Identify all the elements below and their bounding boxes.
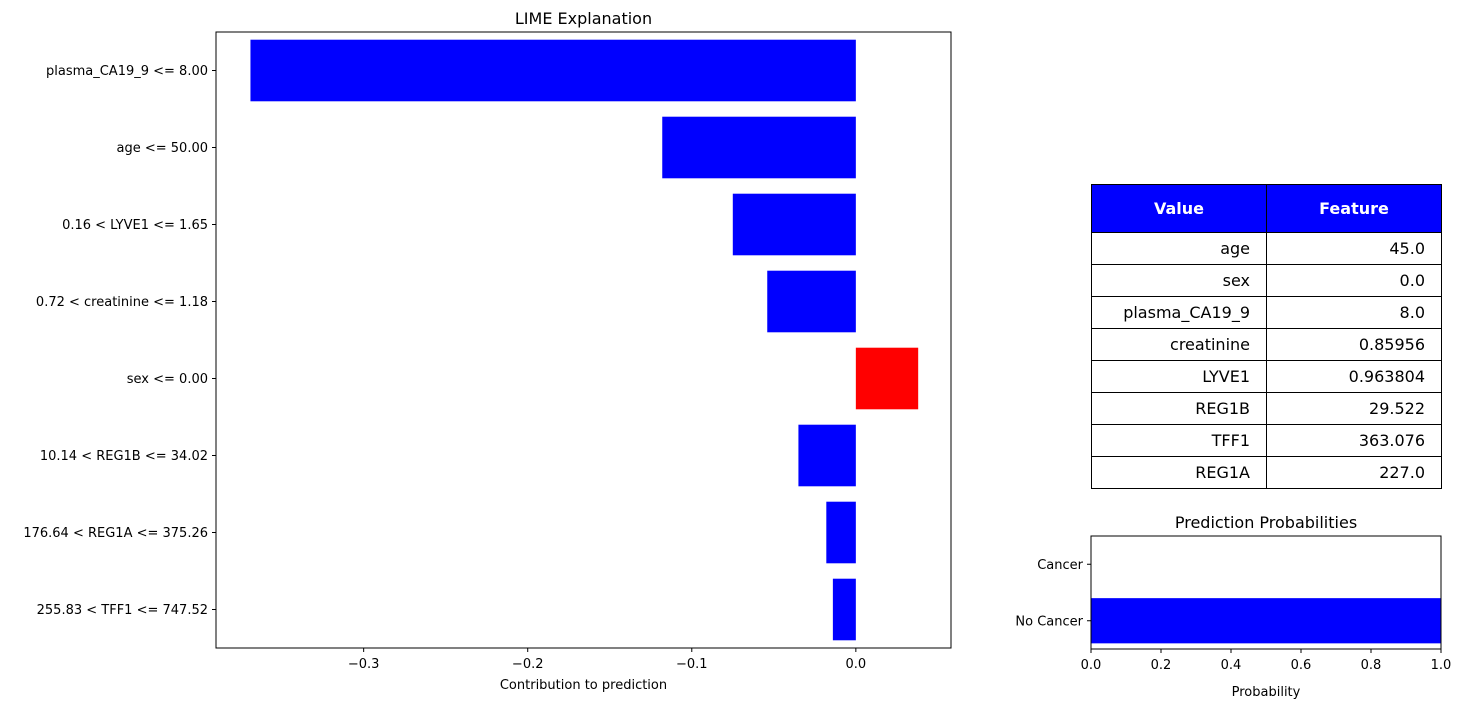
x-tick-label: 1.0 [1431,658,1452,673]
lime-bar [767,270,856,333]
table-header-value: Value [1091,184,1267,233]
lime-bar [732,193,856,256]
table-cell-value: 29.522 [1266,392,1442,425]
lime-explanation-chart: plasma_CA19_9 <= 8.00 age <= 50.00 0.16 < … [23,9,952,693]
table-row: age 45.0 [1091,232,1442,265]
y-tick-label: 10.14 < REG1B <= 34.02 [40,449,208,464]
x-tick-label: −0.2 [512,657,544,672]
table-cell-name: age [1091,232,1267,265]
x-axis-label: Probability [1232,685,1301,700]
table-cell-value: 0.85956 [1266,328,1442,361]
probability-bar [1091,598,1441,644]
table-cell-name: sex [1091,264,1267,297]
x-tick-label: 0.0 [1081,658,1102,673]
y-tick-label: sex <= 0.00 [127,372,208,387]
plot-frame [215,31,952,649]
x-tick-label: 0.2 [1151,658,1172,673]
lime-bar [826,501,856,564]
y-tick-label: 0.72 < creatinine <= 1.18 [36,295,208,310]
table-cell-name: plasma_CA19_9 [1091,296,1267,329]
table-header-row: Value Feature [1091,184,1442,233]
chart-title: Prediction Probabilities [1175,513,1357,532]
y-tick-label: 176.64 < REG1A <= 375.26 [23,526,208,541]
table-cell-name: LYVE1 [1091,360,1267,393]
y-tick-label: Cancer [1037,558,1083,573]
lime-bar [250,39,856,102]
y-tick-label: 255.83 < TFF1 <= 747.52 [37,603,208,618]
table-row: creatinine 0.85956 [1091,328,1442,361]
x-tick-label: −0.3 [348,657,380,672]
table-cell-value: 0.0 [1266,264,1442,297]
plot-frame [1090,535,1442,650]
lime-bar [855,347,919,410]
table-cell-value: 0.963804 [1266,360,1442,393]
table-cell-value: 8.0 [1266,296,1442,329]
y-tick-label: age <= 50.00 [117,141,208,156]
table-row: plasma_CA19_9 8.0 [1091,296,1442,329]
table-row: LYVE1 0.963804 [1091,360,1442,393]
x-tick-label: 0.4 [1221,658,1242,673]
table-row: REG1A 227.0 [1091,456,1442,489]
table-cell-name: REG1B [1091,392,1267,425]
table-cell-value: 363.076 [1266,424,1442,457]
table-row: REG1B 29.522 [1091,392,1442,425]
chart-title: LIME Explanation [515,9,652,28]
y-tick-label: No Cancer [1015,614,1083,629]
x-tick-label: −0.1 [676,657,708,672]
table-cell-value: 45.0 [1266,232,1442,265]
x-axis-label: Contribution to prediction [500,678,667,693]
x-tick-label: 0.0 [846,657,867,672]
table-row: sex 0.0 [1091,264,1442,297]
table-header-feature: Feature [1266,184,1442,233]
feature-values-table: Value Feature age 45.0 sex 0.0 plasma_CA… [1091,184,1442,489]
table-cell-name: TFF1 [1091,424,1267,457]
lime-bar [662,116,856,179]
y-tick-label: 0.16 < LYVE1 <= 1.65 [62,218,208,233]
x-tick-label: 0.6 [1291,658,1312,673]
table-cell-name: creatinine [1091,328,1267,361]
table-cell-value: 227.0 [1266,456,1442,489]
y-tick-label: plasma_CA19_9 <= 8.00 [46,64,208,79]
x-tick-label: 0.8 [1361,658,1382,673]
lime-bar [832,578,856,641]
lime-bar [798,424,856,487]
table-row: TFF1 363.076 [1091,424,1442,457]
table-cell-name: REG1A [1091,456,1267,489]
